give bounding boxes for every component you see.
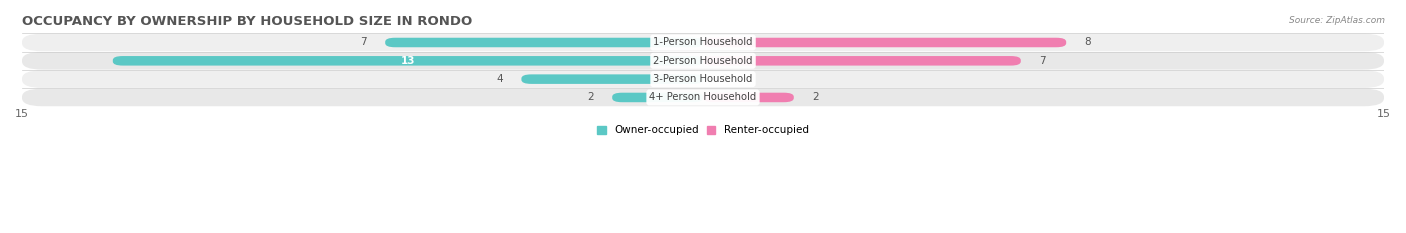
Text: 2-Person Household: 2-Person Household xyxy=(654,56,752,66)
Text: 1-Person Household: 1-Person Household xyxy=(654,38,752,48)
FancyBboxPatch shape xyxy=(22,34,1384,51)
FancyBboxPatch shape xyxy=(612,93,703,102)
Text: 4+ Person Household: 4+ Person Household xyxy=(650,93,756,103)
FancyBboxPatch shape xyxy=(385,38,703,47)
Text: 3-Person Household: 3-Person Household xyxy=(654,74,752,84)
Text: 2: 2 xyxy=(811,93,818,103)
Text: 8: 8 xyxy=(1084,38,1091,48)
FancyBboxPatch shape xyxy=(22,89,1384,106)
Text: 0: 0 xyxy=(721,74,728,84)
FancyBboxPatch shape xyxy=(22,70,1384,88)
Text: 2: 2 xyxy=(588,93,595,103)
FancyBboxPatch shape xyxy=(703,93,794,102)
FancyBboxPatch shape xyxy=(522,74,703,84)
Text: 7: 7 xyxy=(360,38,367,48)
Text: 4: 4 xyxy=(496,74,503,84)
FancyBboxPatch shape xyxy=(703,56,1021,65)
FancyBboxPatch shape xyxy=(22,52,1384,70)
Text: 13: 13 xyxy=(401,56,415,66)
Text: 7: 7 xyxy=(1039,56,1046,66)
Text: OCCUPANCY BY OWNERSHIP BY HOUSEHOLD SIZE IN RONDO: OCCUPANCY BY OWNERSHIP BY HOUSEHOLD SIZE… xyxy=(22,15,472,28)
Legend: Owner-occupied, Renter-occupied: Owner-occupied, Renter-occupied xyxy=(593,121,813,140)
Text: Source: ZipAtlas.com: Source: ZipAtlas.com xyxy=(1289,16,1385,25)
FancyBboxPatch shape xyxy=(703,38,1066,47)
FancyBboxPatch shape xyxy=(112,56,703,65)
